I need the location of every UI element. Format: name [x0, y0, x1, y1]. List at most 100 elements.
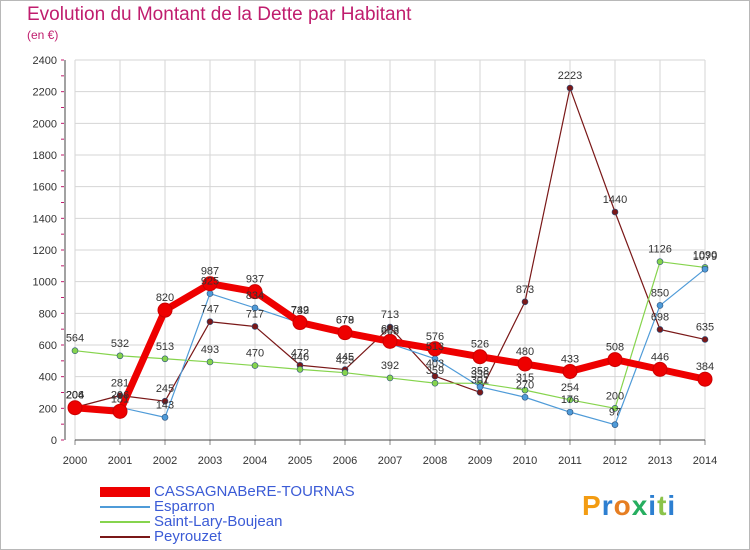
chart-title: Evolution du Montant de la Dette par Hab… — [27, 4, 412, 25]
x-tick-label: 2003 — [198, 455, 222, 467]
x-tick-label: 2010 — [513, 455, 537, 467]
data-label: 315 — [516, 372, 534, 384]
data-label: 245 — [156, 383, 174, 395]
series-point-3 — [161, 397, 169, 405]
y-tick-label: 1800 — [33, 150, 57, 162]
series-point-3 — [251, 323, 259, 330]
data-label: 925 — [201, 276, 219, 288]
logo-letter: P — [582, 490, 602, 521]
data-label: 679 — [336, 314, 354, 326]
series-point-2 — [521, 386, 529, 394]
logo-letter: i — [667, 490, 677, 521]
data-label: 678 — [336, 315, 354, 327]
data-label: 433 — [561, 353, 579, 365]
series-point-2 — [656, 258, 664, 266]
y-tick-label: 1200 — [33, 245, 57, 257]
series-point-2 — [611, 405, 619, 412]
x-tick-label: 2002 — [153, 455, 177, 467]
legend-label: Saint-Lary-Boujean — [154, 513, 283, 530]
data-label: 336 — [471, 369, 489, 381]
data-label: 739 — [291, 305, 309, 317]
data-label: 526 — [471, 339, 489, 351]
proxiti-logo: Proxiti — [582, 490, 676, 522]
series-point-1 — [476, 383, 484, 391]
data-label: 480 — [516, 346, 534, 358]
data-label: 698 — [651, 311, 669, 323]
data-label: 635 — [696, 321, 714, 333]
series-point-0 — [157, 302, 173, 318]
data-label: 564 — [66, 333, 84, 345]
x-tick-label: 2008 — [423, 455, 447, 467]
series-point-3 — [206, 318, 214, 326]
series-point-2 — [341, 369, 349, 377]
data-label: 206 — [66, 389, 84, 401]
series-point-1 — [566, 408, 574, 416]
data-label: 301 — [471, 374, 489, 386]
legend-swatch — [100, 535, 150, 538]
series-point-0 — [202, 276, 218, 292]
data-label: 513 — [156, 341, 174, 353]
data-label: 717 — [246, 308, 264, 320]
x-tick-label: 2014 — [693, 455, 717, 467]
data-label: 181 — [111, 393, 129, 405]
series-point-1 — [206, 290, 214, 297]
x-tick-label: 2006 — [333, 455, 357, 467]
data-label: 472 — [291, 347, 309, 359]
data-label: 403 — [426, 358, 444, 370]
series-point-0 — [652, 361, 668, 377]
data-label: 254 — [561, 382, 579, 394]
data-label: 1440 — [603, 194, 627, 206]
data-label: 532 — [111, 338, 129, 350]
series-point-3 — [386, 323, 394, 331]
series-point-2 — [296, 366, 304, 373]
data-label: 204 — [66, 390, 84, 402]
y-tick-label: 1600 — [33, 182, 57, 194]
series-point-1 — [611, 421, 619, 428]
series-point-0 — [67, 400, 83, 416]
x-tick-label: 2004 — [243, 455, 267, 467]
y-tick-label: 200 — [39, 403, 57, 415]
legend-swatch — [100, 505, 150, 508]
data-label: 508 — [606, 342, 624, 354]
data-label: 623 — [381, 323, 399, 335]
y-tick-label: 2200 — [33, 87, 57, 99]
series-point-2 — [71, 347, 79, 355]
y-tick-label: 800 — [39, 308, 57, 320]
series-point-0 — [292, 315, 308, 331]
series-point-2 — [161, 355, 169, 363]
series-point-3 — [566, 84, 574, 92]
series-point-2 — [251, 362, 259, 369]
data-label: 97 — [609, 407, 621, 419]
series-point-0 — [382, 333, 398, 349]
x-tick-label: 2001 — [108, 455, 132, 467]
y-tick-label: 1400 — [33, 213, 57, 225]
x-tick-label: 2013 — [648, 455, 672, 467]
data-label: 1079 — [693, 251, 717, 263]
data-label: 176 — [561, 394, 579, 406]
data-label: 713 — [381, 309, 399, 321]
data-label: 834 — [246, 290, 264, 302]
y-tick-label: 2400 — [33, 55, 57, 67]
y-tick-label: 0 — [51, 435, 57, 447]
data-label: 446 — [651, 351, 669, 363]
data-label: 608 — [381, 326, 399, 338]
x-tick-label: 2011 — [558, 455, 582, 467]
data-label: 493 — [201, 344, 219, 356]
data-label: 446 — [291, 351, 309, 363]
series-point-3 — [431, 372, 439, 380]
data-label: 742 — [291, 305, 309, 317]
data-label: 200 — [606, 390, 624, 402]
logo-letter: o — [613, 490, 632, 521]
series-point-2 — [116, 352, 124, 360]
logo-letter: r — [601, 490, 614, 521]
series-point-2 — [566, 396, 574, 404]
series-point-1 — [701, 265, 709, 273]
series-point-1 — [251, 304, 259, 312]
series-point-0 — [472, 349, 488, 365]
series-point-0 — [427, 341, 443, 357]
data-label: 204 — [66, 390, 84, 402]
data-label: 445 — [336, 352, 354, 364]
data-label: 850 — [651, 287, 669, 299]
series-point-3 — [611, 208, 619, 216]
logo-letter: x — [631, 490, 649, 521]
